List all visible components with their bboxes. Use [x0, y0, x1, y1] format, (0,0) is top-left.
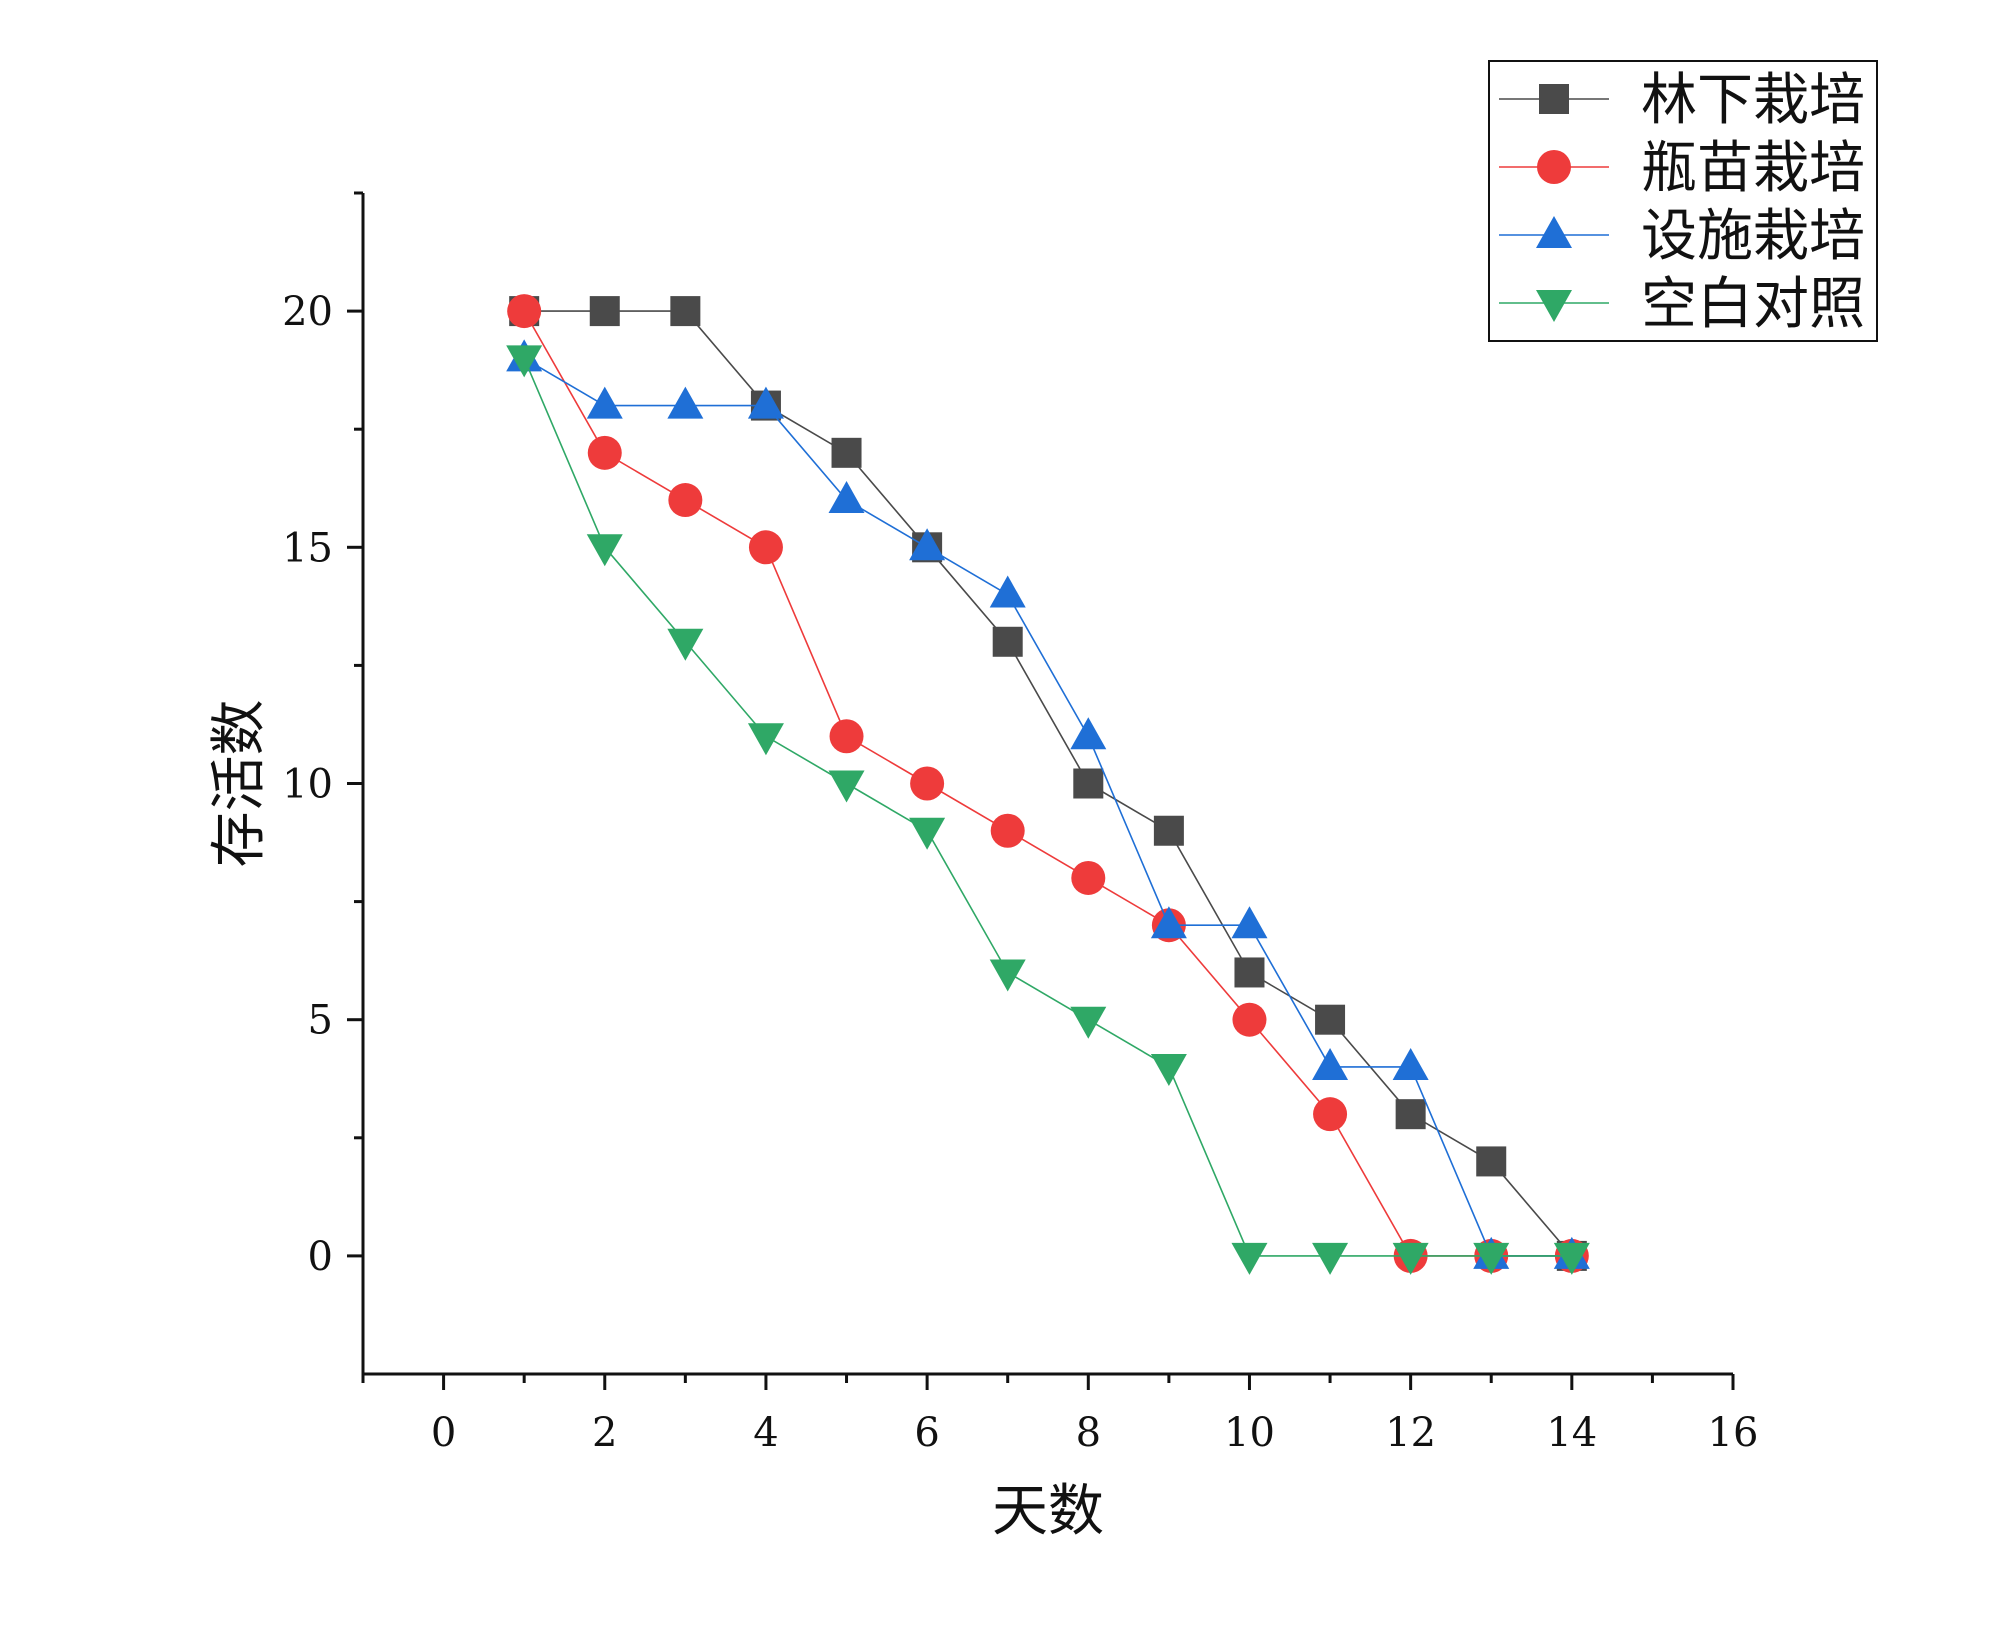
data-point	[747, 386, 784, 419]
legend-marker	[1537, 150, 1571, 184]
data-point	[587, 435, 622, 470]
series-3	[506, 339, 1590, 1269]
y-ticks: 0 5 10 15 20	[282, 191, 363, 1280]
x-tick-label: 10	[1224, 1410, 1275, 1456]
axes: 0 2 4 6 8 10 12 14 16 0 5 10 15 20	[282, 191, 1759, 1456]
data-point	[667, 386, 704, 419]
x-tick-label: 6	[914, 1410, 939, 1456]
data-point	[909, 528, 946, 561]
data-point	[1473, 1242, 1510, 1275]
data-point	[1070, 717, 1107, 750]
legend-label: 空白对照	[1641, 272, 1865, 337]
data-point	[747, 723, 784, 756]
series-line	[523, 357, 1572, 1257]
data-point	[1153, 815, 1184, 846]
data-point	[1392, 1242, 1429, 1275]
data-point	[1071, 860, 1106, 895]
x-tick-label: 0	[431, 1410, 456, 1456]
y-tick-label: 0	[308, 1234, 333, 1280]
x-tick-label: 8	[1076, 1410, 1101, 1456]
legend-marker	[1536, 290, 1572, 322]
x-tick-label: 2	[592, 1410, 617, 1456]
data-point	[1150, 1053, 1187, 1086]
legend-item-3: 设施栽培	[1499, 204, 1865, 269]
data-point	[506, 345, 543, 378]
y-tick-label: 20	[282, 289, 333, 335]
data-point	[831, 437, 862, 468]
data-point	[748, 530, 783, 565]
data-point	[507, 294, 542, 329]
x-tick-label: 4	[753, 1410, 778, 1456]
data-point	[1313, 1097, 1348, 1132]
legend-label: 瓶苗栽培	[1641, 136, 1865, 201]
data-point	[1231, 906, 1268, 939]
data-point	[1392, 1047, 1429, 1080]
data-point	[670, 296, 701, 327]
data-point	[1476, 1146, 1507, 1177]
data-point	[1315, 1004, 1346, 1035]
data-point	[829, 719, 864, 754]
series-1	[509, 296, 1587, 1271]
data-point	[909, 817, 946, 850]
x-ticks: 0 2 4 6 8 10 12 14 16	[361, 1374, 1759, 1456]
legend-label: 林下栽培	[1641, 68, 1865, 133]
data-point	[910, 766, 945, 801]
data-point	[1312, 1047, 1349, 1080]
legend-marker	[1536, 216, 1572, 248]
data-point	[828, 770, 865, 803]
data-point	[1553, 1242, 1590, 1275]
data-point	[1231, 1242, 1268, 1275]
series-4	[506, 345, 1590, 1275]
series-layer	[506, 294, 1590, 1275]
x-tick-label: 12	[1385, 1410, 1436, 1456]
y-tick-label: 15	[282, 525, 333, 571]
legend-label: 设施栽培	[1641, 204, 1865, 269]
legend-item-4: 空白对照	[1499, 272, 1865, 337]
data-point	[989, 575, 1026, 608]
data-point	[828, 481, 865, 514]
series-line	[524, 310, 1573, 1257]
legend-marker	[1539, 84, 1569, 114]
y-tick-label: 10	[282, 762, 333, 808]
x-tick-label: 14	[1546, 1410, 1597, 1456]
data-point	[1232, 1002, 1267, 1037]
legend-item-2: 瓶苗栽培	[1499, 136, 1865, 201]
data-point	[586, 386, 623, 419]
data-point	[668, 483, 703, 518]
data-point	[1395, 1099, 1426, 1130]
y-tick-label: 5	[308, 998, 333, 1044]
data-point	[586, 534, 623, 567]
data-point	[1150, 906, 1187, 939]
x-tick-label: 16	[1708, 1410, 1759, 1456]
x-axis-title: 天数	[992, 1479, 1104, 1544]
data-point	[667, 628, 704, 661]
data-point	[990, 813, 1025, 848]
legend-item-1: 林下栽培	[1499, 68, 1865, 133]
data-point	[1070, 1006, 1107, 1039]
data-point	[992, 626, 1023, 657]
series-line	[523, 358, 1572, 1257]
data-point	[1073, 768, 1104, 799]
y-axis-title: 存活数	[207, 700, 272, 868]
series-2	[507, 294, 1589, 1273]
data-point	[989, 959, 1026, 992]
data-point	[589, 296, 620, 327]
data-point	[1234, 957, 1265, 988]
data-point	[1312, 1242, 1349, 1275]
